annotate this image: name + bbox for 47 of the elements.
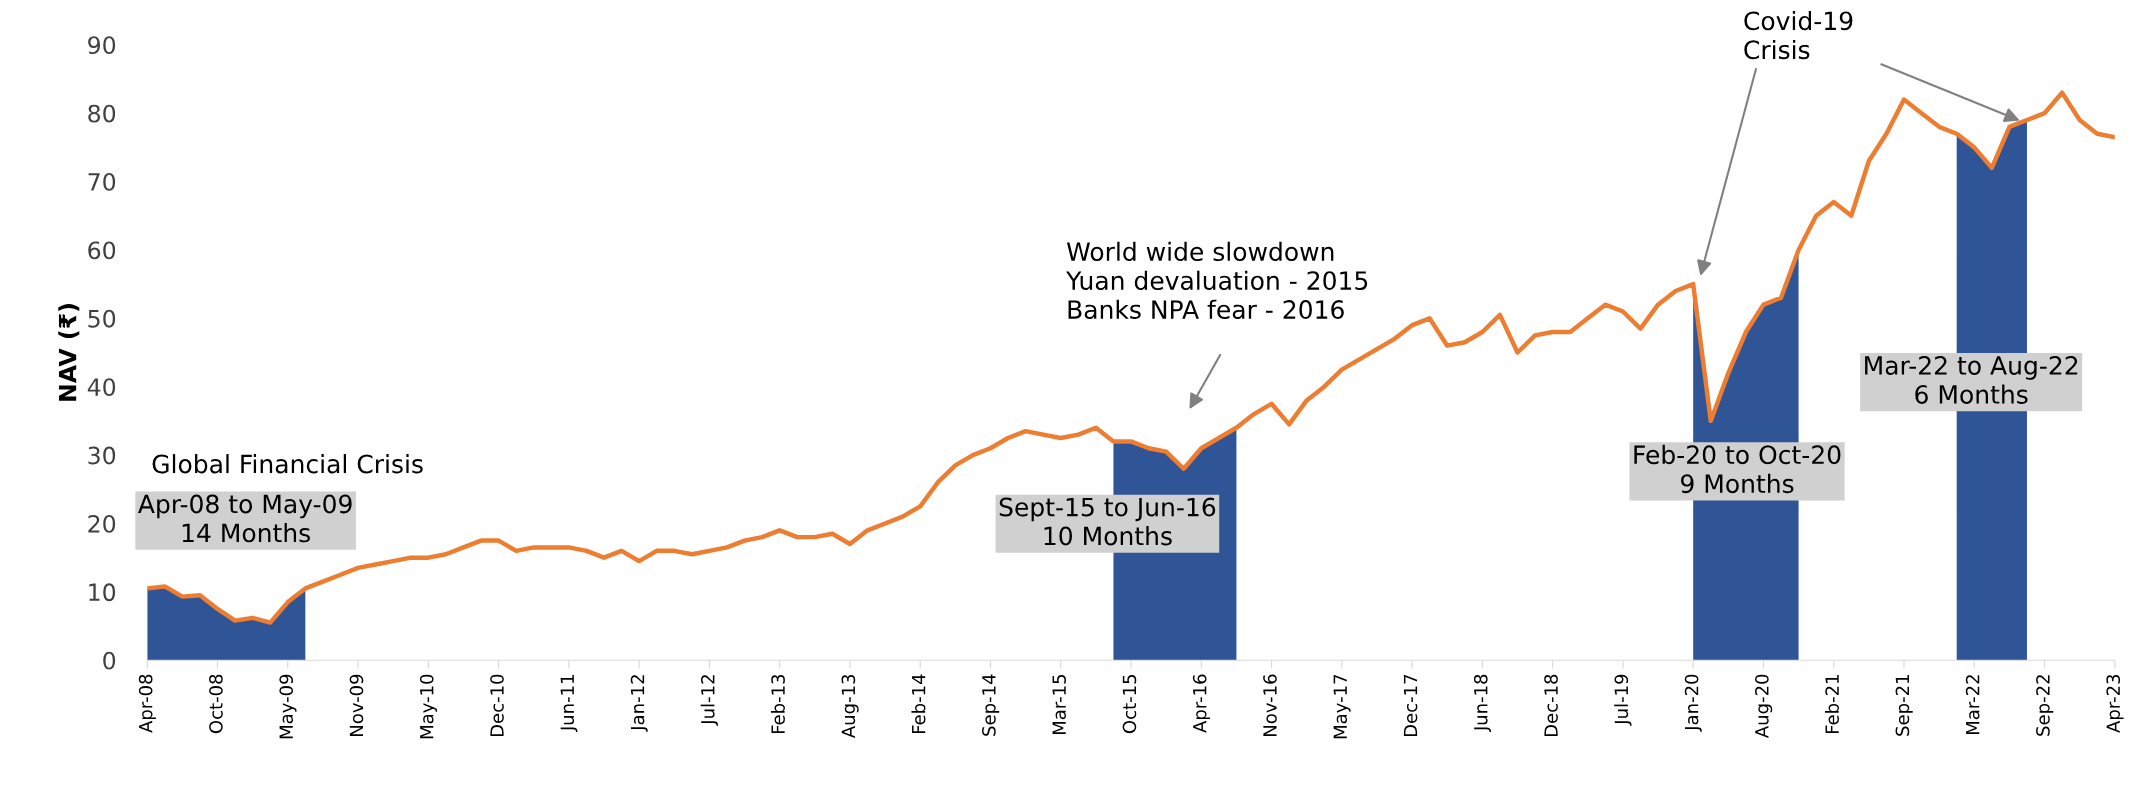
x-tick-label: Jun-18 (1473, 674, 1491, 733)
x-tick-label: May-09 (279, 674, 297, 739)
x-tick-label: May-17 (1333, 674, 1351, 739)
x-tick-label: Apr-16 (1192, 674, 1211, 733)
x-tick-label: Sep-14 (982, 674, 1000, 736)
annotation: Global Financial Crisis (152, 454, 423, 474)
x-tick-label: Jan-20 (1684, 674, 1702, 732)
x-tick-label: Oct-15 (1122, 675, 1137, 734)
x-tick-label: Jan-12 (630, 675, 648, 732)
x-tick-label: Aug-13 (841, 674, 859, 739)
x-tick-label: Aug-20 (1755, 674, 1773, 739)
y-tick-label: 10 (89, 583, 116, 602)
x-tick-label: Oct-08 (209, 674, 223, 734)
x-tick-label: Feb-21 (1824, 675, 1839, 734)
x-tick-label: Apr-23 (2106, 674, 2124, 733)
y-tick-label: 60 (88, 241, 116, 260)
x-tick-label: Mar-22 (1965, 675, 1980, 735)
x-tick-label: Jul-19 (1614, 674, 1632, 726)
x-tick-label: Nov-16 (1263, 674, 1277, 736)
annotation: Covid-19 Crisis (1744, 10, 1853, 60)
x-tick-label: Mar-15 (1052, 675, 1066, 735)
x-tick-label: Dec-10 (490, 674, 504, 737)
x-tick-label: May-10 (419, 674, 438, 739)
x-tick-label: Jun-11 (560, 675, 578, 733)
x-tick-label: Sep-21 (1895, 675, 1913, 736)
annotation: Sept-15 to Jun-16 10 Months (999, 497, 1216, 546)
y-tick-label: 40 (87, 378, 116, 397)
y-tick-label: 30 (88, 446, 116, 465)
y-tick-label: 20 (88, 514, 116, 533)
x-tick-label: Feb-13 (770, 674, 785, 734)
x-tick-label: Nov-09 (349, 674, 364, 736)
x-tick-label: Apr-08 (138, 674, 156, 733)
annotation: Apr-08 to May-09 14 Months (138, 494, 352, 543)
x-tick-label: Feb-14 (911, 674, 926, 734)
y-tick-label: 70 (88, 173, 116, 191)
x-tick-label: Dec-18 (1544, 674, 1558, 737)
annotation: Feb-20 to Oct-20 9 Months (1634, 444, 1841, 494)
y-tick-label: 90 (88, 36, 116, 55)
x-tick-label: Jul-12 (700, 675, 718, 726)
y-tick-label: 80 (88, 104, 116, 123)
y-axis-title: NAV (₹) (58, 304, 80, 401)
x-tick-label: Dec-17 (1403, 674, 1418, 737)
y-tick-label: 50 (88, 309, 116, 328)
x-tick-label: Sep-22 (2036, 675, 2054, 736)
annotation: Mar-22 to Aug-22 6 Months (1865, 356, 2078, 404)
y-tick-label: 0 (103, 651, 116, 670)
annotation: World wide slowdown Yuan devaluation - 2015 Banks NPA fear - 2016 (1066, 241, 1368, 319)
